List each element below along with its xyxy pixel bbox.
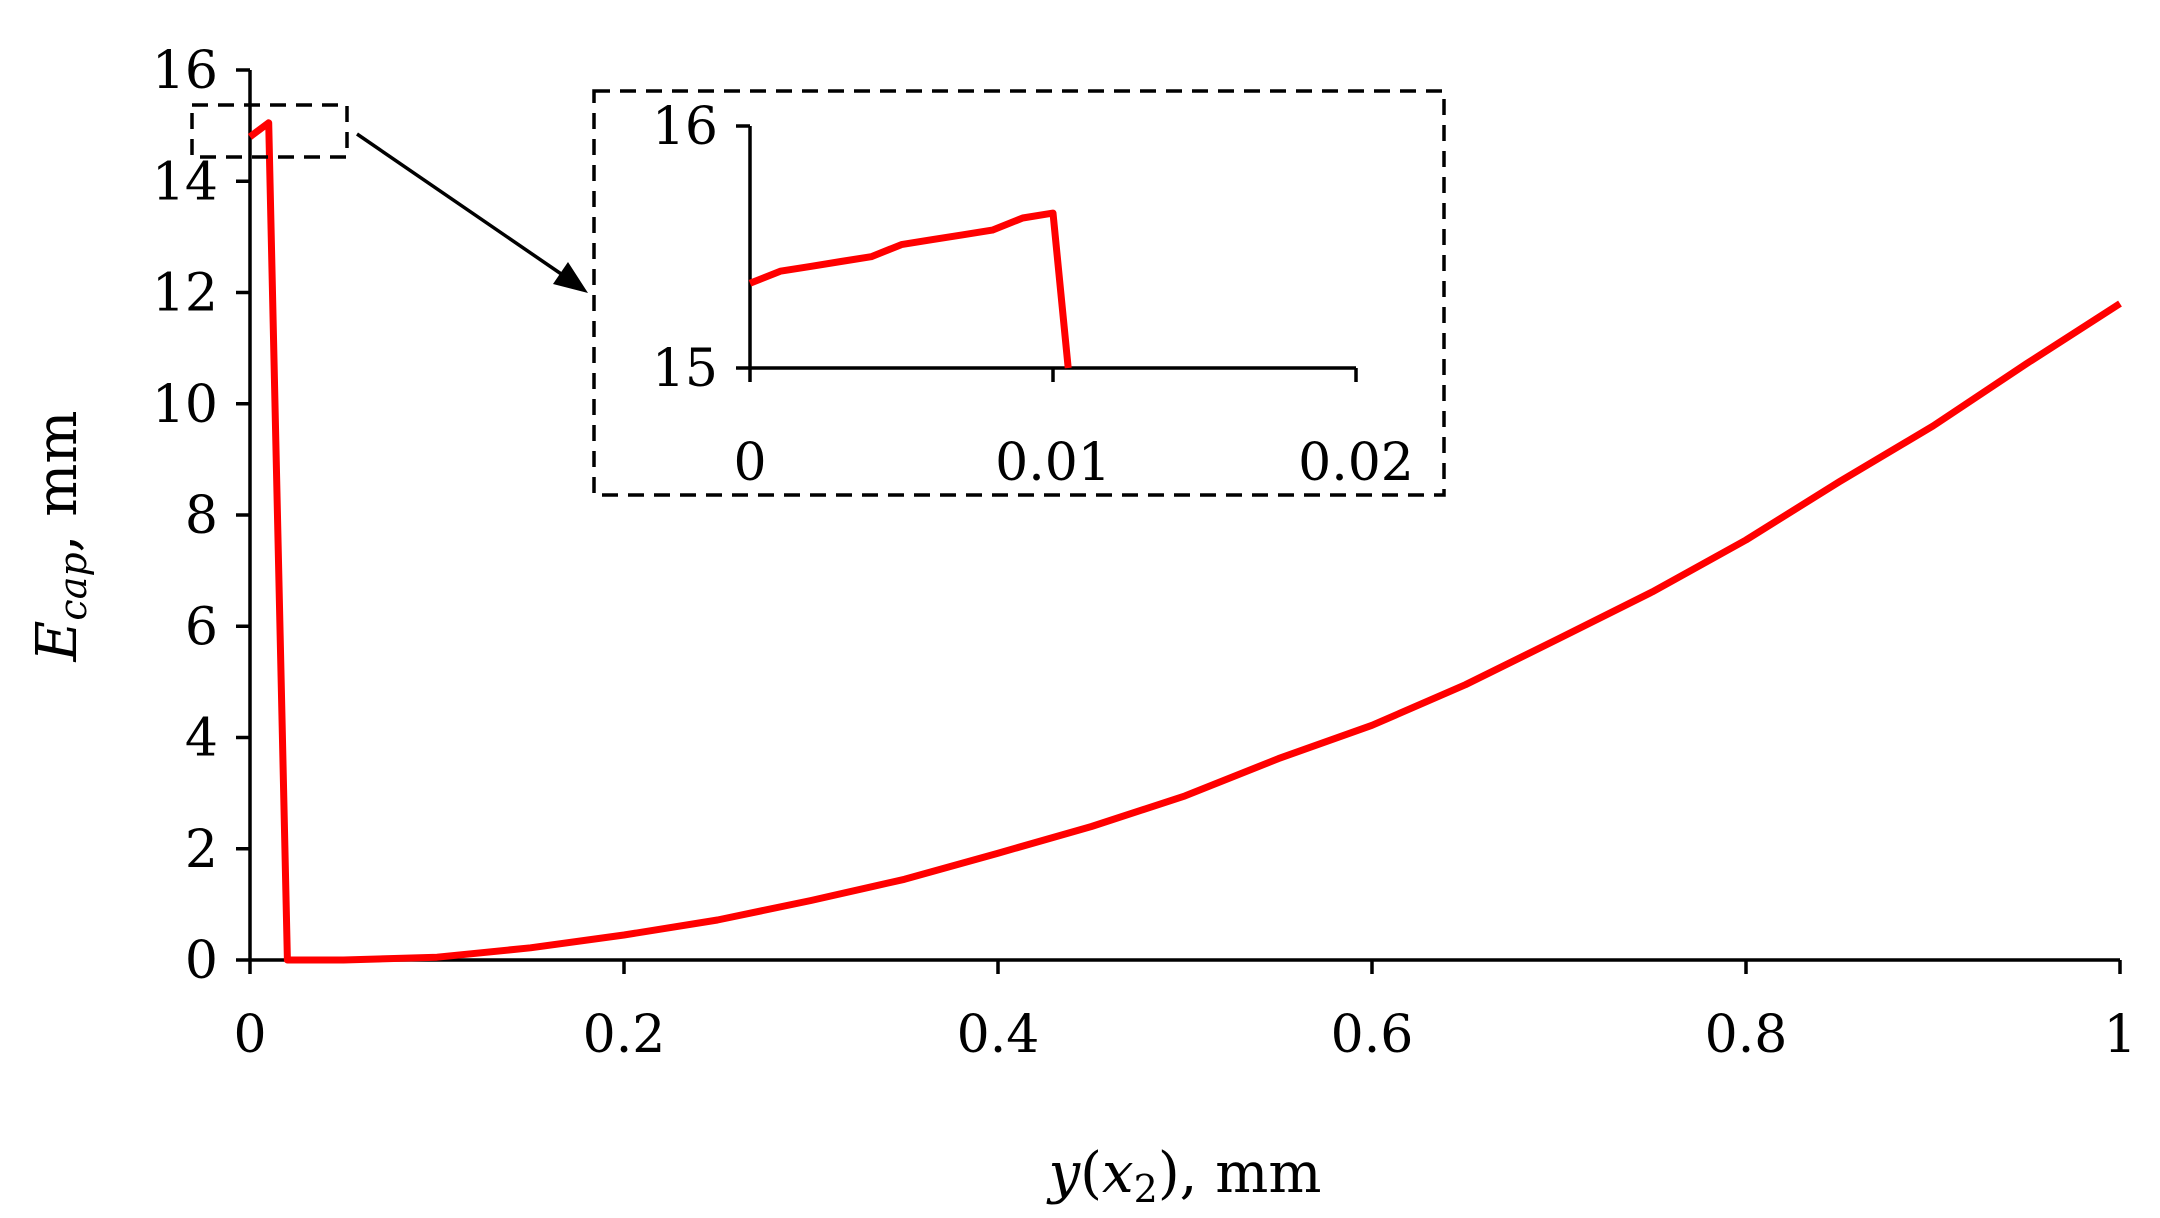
y-label-symbol: E <box>25 621 90 663</box>
x-label-unit: ), mm <box>1158 1141 1322 1206</box>
y-tick-label: 8 <box>185 486 218 546</box>
inset-x-ticks: 0 0.01 0.02 <box>733 368 1414 493</box>
inset-y-tick-label: 15 <box>652 339 718 399</box>
y-tick-label: 12 <box>152 264 218 324</box>
inset-x-tick-label: 0 <box>733 433 766 493</box>
y-tick-label: 10 <box>152 375 218 435</box>
inset-x-tick-label: 0.02 <box>1298 433 1414 493</box>
y-tick-label: 0 <box>185 931 218 991</box>
y-ticks: 0 2 4 6 8 10 12 14 16 <box>152 41 250 991</box>
main-plot: 0 2 4 6 8 10 12 14 16 0 0.2 0.4 0.6 0.8 1 <box>152 41 2137 1065</box>
inset-frame <box>592 89 1446 497</box>
y-label-subscript: cap <box>51 552 95 620</box>
y-tick-label: 14 <box>152 152 218 212</box>
x-tick-label: 0.6 <box>1331 1005 1414 1065</box>
y-tick-label: 2 <box>185 820 218 880</box>
inset-x-tick-label: 0.01 <box>995 433 1111 493</box>
series-line <box>247 119 2122 964</box>
y-label-unit: , mm <box>25 411 90 553</box>
x-tick-label: 0.4 <box>957 1005 1040 1065</box>
y-tick-label: 4 <box>185 709 218 769</box>
zoom-arrow <box>356 132 588 293</box>
x-axis-label: y(x2), mm <box>1046 1141 1322 1211</box>
x-label-open-paren: ( <box>1080 1141 1102 1206</box>
x-label-symbol: y <box>1046 1141 1082 1206</box>
arrow-line <box>356 132 571 282</box>
x-ticks: 0 0.2 0.4 0.6 0.8 1 <box>233 960 2137 1065</box>
y-tick-label: 6 <box>185 597 218 657</box>
inset-y-tick-label: 16 <box>652 97 718 157</box>
y-axis-label: Ecap, mm <box>25 411 95 663</box>
y-tick-label: 16 <box>152 41 218 101</box>
x-label-subscript: 2 <box>1134 1167 1158 1211</box>
x-tick-label: 0 <box>233 1005 266 1065</box>
x-tick-label: 0.8 <box>1705 1005 1788 1065</box>
x-tick-label: 0.2 <box>583 1005 666 1065</box>
arrowhead <box>553 262 588 293</box>
x-tick-label: 1 <box>2103 1005 2136 1065</box>
x-label-variable: x <box>1102 1141 1134 1206</box>
inset-series-line <box>748 209 1072 369</box>
